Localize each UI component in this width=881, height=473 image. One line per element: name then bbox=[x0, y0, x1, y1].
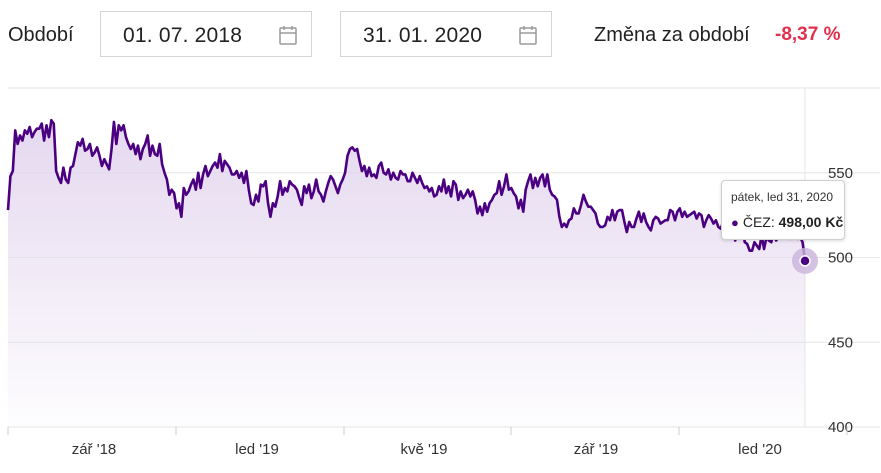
last-point-marker[interactable] bbox=[799, 255, 811, 267]
date-from-value: 01. 07. 2018 bbox=[123, 24, 243, 47]
x-tick-label: kvě '19 bbox=[400, 441, 447, 458]
date-to-input[interactable]: 31. 01. 2020 bbox=[340, 11, 552, 57]
y-tick-label: 500 bbox=[828, 250, 853, 267]
x-tick-label: led '19 bbox=[235, 441, 279, 458]
y-tick-label: 450 bbox=[828, 334, 853, 351]
chart-tooltip: pátek, led 31, 2020 ● ČEZ: 498,00 Kč bbox=[721, 180, 845, 240]
y-tick-label: 550 bbox=[828, 165, 853, 182]
x-tick-label: zář '19 bbox=[574, 441, 619, 458]
change-label: Změna za období bbox=[594, 24, 750, 46]
tooltip-row: ● ČEZ: 498,00 Kč bbox=[731, 214, 843, 230]
date-from-input[interactable]: 01. 07. 2018 bbox=[100, 11, 312, 57]
x-tick-label: zář '18 bbox=[72, 441, 117, 458]
date-to-value: 31. 01. 2020 bbox=[363, 24, 483, 47]
calendar-icon[interactable] bbox=[279, 25, 297, 51]
tooltip-date: pátek, led 31, 2020 bbox=[731, 190, 834, 204]
series-bullet-icon: ● bbox=[731, 215, 739, 230]
series-area bbox=[8, 120, 805, 427]
y-tick-label: 400 bbox=[828, 419, 853, 436]
change-value: -8,37 % bbox=[775, 24, 841, 45]
toolbar: Období 01. 07. 2018 31. 01. 2020 Změna z… bbox=[0, 0, 881, 80]
period-label: Období bbox=[8, 24, 74, 46]
x-tick-label: led '20 bbox=[738, 441, 782, 458]
series-line[interactable] bbox=[6, 118, 807, 262]
tooltip-series: ČEZ: bbox=[742, 214, 775, 230]
tooltip-value: 498,00 Kč bbox=[778, 214, 844, 230]
calendar-icon[interactable] bbox=[519, 25, 537, 51]
